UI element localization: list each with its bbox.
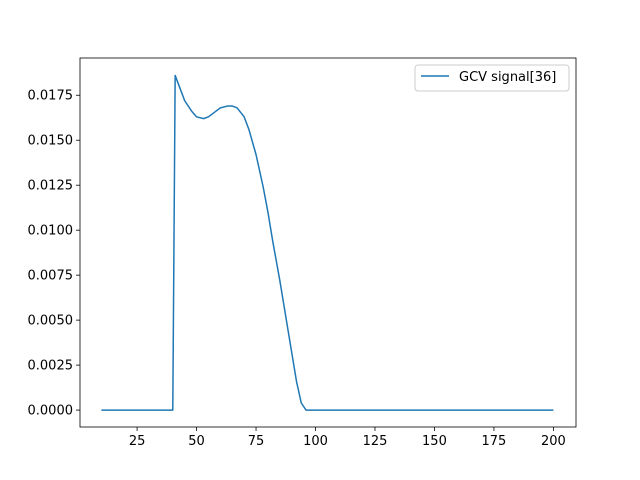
series-line-0 bbox=[101, 74, 554, 411]
y-tick-label: 0.0000 bbox=[28, 404, 74, 419]
plot-area bbox=[101, 74, 554, 411]
y-tick-label: 0.0100 bbox=[28, 224, 74, 239]
legend-frame bbox=[414, 64, 570, 92]
legend-label: GCV signal[36] bbox=[459, 70, 556, 85]
y-tick-label: 0.0025 bbox=[28, 359, 74, 374]
y-tick-label: 0.0050 bbox=[28, 314, 74, 329]
x-tick-label: 75 bbox=[248, 434, 265, 449]
y-tick-label: 0.0150 bbox=[28, 134, 74, 149]
x-tick-label: 175 bbox=[482, 434, 507, 449]
legend: GCV signal[36] bbox=[414, 64, 570, 92]
x-tick-label: 200 bbox=[541, 434, 566, 449]
y-tick-label: 0.0075 bbox=[28, 269, 74, 284]
axes-frame bbox=[79, 57, 577, 428]
y-tick-label: 0.0175 bbox=[28, 89, 74, 104]
axes: 25 50 75 100 125 150 175 200 0.0000 0.0025 0.0050 0… bbox=[28, 57, 577, 449]
x-tick-label: 50 bbox=[188, 434, 205, 449]
y-tick-label: 0.0125 bbox=[28, 179, 74, 194]
x-tick-label: 150 bbox=[422, 434, 447, 449]
x-tick-label: 125 bbox=[363, 434, 388, 449]
x-tick-label: 25 bbox=[129, 434, 146, 449]
x-tick-label: 100 bbox=[303, 434, 328, 449]
